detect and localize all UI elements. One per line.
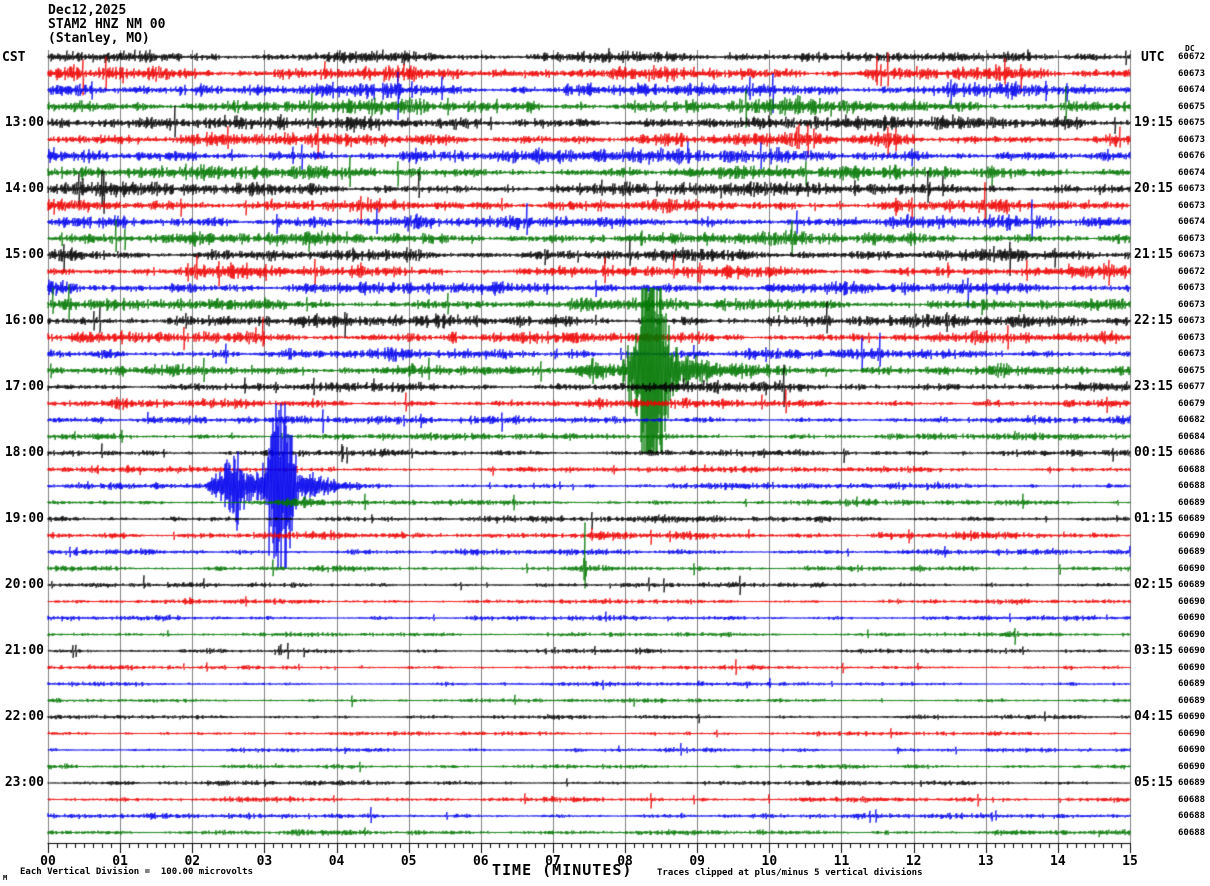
- right-time-label: 05:15: [1134, 775, 1174, 790]
- x-tick-label: 06: [472, 854, 489, 869]
- dc-value: 60690: [1178, 745, 1206, 755]
- right-time-label: 04:15: [1134, 709, 1174, 724]
- station-location: (Stanley, MO): [48, 31, 150, 46]
- dc-value: 60674: [1178, 85, 1206, 95]
- x-tick-label: 09: [689, 854, 706, 869]
- x-tick-label: 05: [400, 854, 417, 869]
- dc-value: 60690: [1178, 761, 1206, 772]
- dc-column-label: DC: [1185, 44, 1195, 53]
- dc-value: 60689: [1178, 547, 1206, 557]
- x-tick-label: 11: [833, 854, 850, 869]
- clip-note: Traces clipped at plus/minus 5 vertical …: [657, 868, 923, 878]
- dc-value: 60690: [1178, 629, 1206, 640]
- dc-value: 60674: [1178, 217, 1206, 227]
- right-time-label: 20:15: [1134, 181, 1174, 196]
- dc-value: 60688: [1178, 464, 1206, 475]
- left-time-label: 22:00: [4, 709, 44, 724]
- dc-value: 60673: [1178, 299, 1206, 310]
- x-tick-label: 14: [1050, 854, 1066, 869]
- corner-mark: M: [3, 874, 8, 882]
- dc-value: 60672: [1178, 52, 1206, 62]
- x-tick-label: 13: [977, 854, 994, 869]
- x-tick-label: 01: [112, 854, 128, 869]
- dc-value: 60688: [1178, 811, 1206, 821]
- dc-value: 60673: [1178, 283, 1206, 293]
- dc-value: 60673: [1178, 316, 1206, 326]
- dc-value: 60672: [1178, 266, 1206, 277]
- dc-value: 60673: [1178, 250, 1206, 260]
- dc-value: 60675: [1178, 365, 1206, 376]
- dc-value: 60673: [1178, 332, 1206, 343]
- dc-value: 60690: [1178, 646, 1206, 656]
- right-timezone-label: UTC: [1141, 50, 1165, 65]
- x-tick-label: 08: [617, 854, 633, 869]
- dc-value: 60689: [1178, 580, 1206, 590]
- dc-value: 60690: [1178, 530, 1206, 541]
- right-time-label: 00:15: [1134, 445, 1174, 460]
- dc-value: 60673: [1178, 200, 1206, 211]
- right-time-label: 22:15: [1134, 313, 1174, 328]
- dc-value: 60688: [1178, 481, 1206, 491]
- x-tick-label: 00: [40, 854, 56, 869]
- left-time-label: 14:00: [4, 181, 44, 196]
- plot-date: Dec12,2025: [48, 3, 127, 18]
- scale-note: Each Vertical Division = 100.00 microvol…: [20, 867, 253, 877]
- dc-value: 60673: [1178, 233, 1206, 244]
- dc-value: 60675: [1178, 118, 1206, 128]
- dc-value: 60689: [1178, 695, 1206, 706]
- x-axis-title: TIME (MINUTES): [492, 861, 633, 879]
- station-id: STAM2 HNZ NM 00: [48, 17, 166, 32]
- dc-value: 60673: [1178, 349, 1206, 359]
- dc-value: 60689: [1178, 497, 1206, 508]
- left-time-label: 16:00: [4, 313, 44, 328]
- dc-value: 60673: [1178, 134, 1206, 145]
- dc-value: 60690: [1178, 563, 1206, 574]
- dc-value: 60688: [1178, 827, 1206, 838]
- x-tick-label: 07: [545, 854, 561, 869]
- dc-value: 60689: [1178, 514, 1206, 524]
- left-time-label: 23:00: [4, 775, 44, 790]
- dc-value: 60690: [1178, 728, 1206, 739]
- left-time-label: 13:00: [4, 115, 44, 130]
- right-time-label: 01:15: [1134, 511, 1174, 526]
- dc-value: 60674: [1178, 167, 1206, 178]
- dc-value: 60682: [1178, 415, 1206, 425]
- x-tick-label: 02: [184, 854, 201, 869]
- dc-value: 60690: [1178, 613, 1206, 623]
- left-time-label: 15:00: [4, 247, 44, 262]
- x-tick-label: 10: [761, 854, 778, 869]
- dc-value: 60677: [1178, 382, 1206, 392]
- right-time-label: 02:15: [1134, 577, 1174, 592]
- x-tick-label: 15: [1122, 854, 1138, 869]
- dc-value: 60673: [1178, 184, 1206, 194]
- dc-value: 60690: [1178, 662, 1206, 673]
- x-tick-label: 04: [328, 854, 345, 869]
- right-time-label: 03:15: [1134, 643, 1174, 658]
- right-time-label: 19:15: [1134, 115, 1174, 130]
- left-time-label: 19:00: [4, 511, 44, 526]
- x-tick-label: 12: [905, 854, 922, 869]
- dc-value: 60673: [1178, 68, 1206, 79]
- left-time-label: 21:00: [4, 643, 44, 658]
- dc-value: 60679: [1178, 398, 1206, 409]
- right-time-label: 23:15: [1134, 379, 1174, 394]
- left-time-label: 18:00: [4, 445, 44, 460]
- dc-value: 60686: [1178, 448, 1206, 458]
- dc-value: 60690: [1178, 712, 1206, 722]
- dc-value: 60690: [1178, 596, 1206, 607]
- dc-value: 60684: [1178, 431, 1206, 442]
- left-timezone-label: CST: [2, 50, 26, 65]
- x-tick-label: 03: [256, 854, 273, 869]
- left-time-label: 17:00: [4, 379, 44, 394]
- left-time-label: 20:00: [4, 577, 44, 592]
- dc-value: 60676: [1178, 151, 1206, 161]
- dc-value: 60675: [1178, 101, 1206, 112]
- dc-value: 60689: [1178, 778, 1206, 788]
- right-time-label: 21:15: [1134, 247, 1174, 262]
- dc-value: 60689: [1178, 679, 1206, 689]
- dc-value: 60688: [1178, 794, 1206, 805]
